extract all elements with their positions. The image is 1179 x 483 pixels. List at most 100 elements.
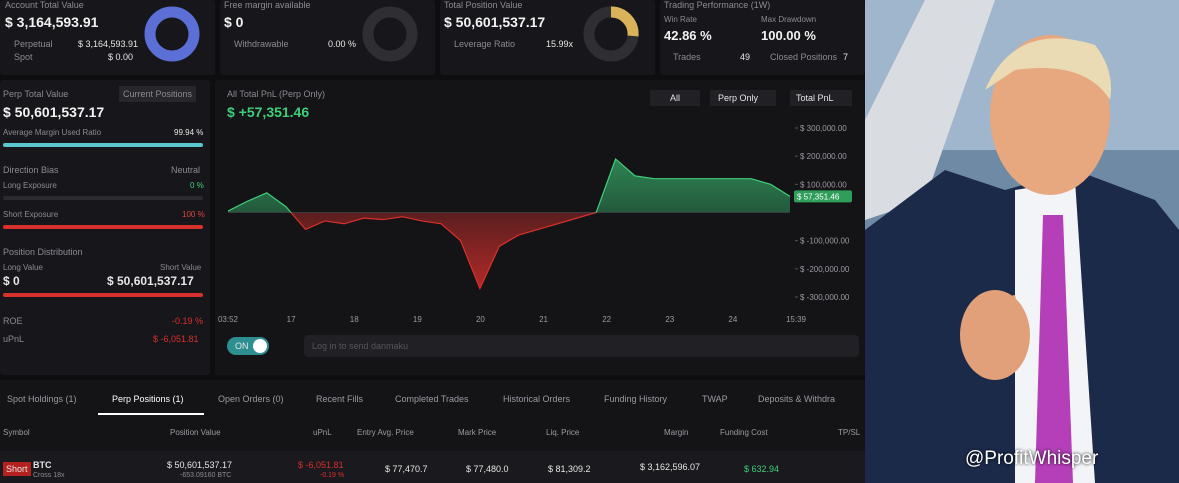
value: 0 %: [190, 181, 204, 190]
tab[interactable]: Deposits & Withdra: [758, 394, 836, 404]
x-tick-label: 03:52: [218, 315, 239, 324]
label: Short Value: [160, 263, 202, 272]
value: Neutral: [171, 165, 201, 175]
tab[interactable]: Completed Trades: [395, 394, 469, 404]
label: Position Distribution: [3, 247, 83, 257]
label: Max Drawdown: [761, 15, 817, 24]
cell: $ 77,470.7: [385, 464, 428, 474]
label: Leverage Ratio: [454, 39, 516, 49]
label: Win Rate: [664, 15, 697, 24]
tab[interactable]: Spot Holdings (1): [7, 394, 77, 404]
tab[interactable]: Perp Positions (1): [112, 394, 184, 404]
side-badge: Short: [3, 462, 31, 476]
pnl-chart: $ 300,000.00 $ 200,000.00 $ 100,000.00 $ -1…: [218, 124, 852, 324]
x-tick-label: 15:39: [786, 315, 807, 324]
value: $ 0.00: [108, 52, 134, 62]
column-header: Symbol: [3, 428, 30, 437]
x-tick-label: 17: [287, 315, 296, 324]
label: Trading Performance (1W): [664, 0, 771, 10]
label: Perpetual: [14, 39, 53, 49]
label: Direction Bias: [3, 165, 59, 175]
value: 0.00 %: [328, 39, 357, 49]
x-tick-label: 18: [350, 315, 359, 324]
dropdown[interactable]: Perp Only: [710, 90, 777, 106]
dropdown[interactable]: Total PnL: [790, 90, 852, 106]
column-header: Liq. Price: [546, 428, 580, 437]
pnl-line: [290, 212, 597, 291]
tab[interactable]: Open Orders (0): [218, 394, 284, 404]
column-header: TP/SL: [838, 428, 861, 437]
toggle-label: ON: [235, 341, 249, 351]
value: 15.99x: [546, 39, 574, 49]
cell: -653.09160 BTC: [180, 472, 232, 479]
progress-bar: [3, 293, 203, 297]
value: $ 0: [224, 14, 244, 30]
value: 100 %: [182, 210, 205, 219]
cell: $ 77,480.0: [466, 464, 509, 474]
current-label: $ 57,351.46: [797, 192, 840, 201]
value: 42.86 %: [664, 28, 712, 43]
x-tick-label: 21: [539, 315, 548, 324]
value: $ 50,601,537.17: [3, 104, 105, 120]
label: Withdrawable: [234, 39, 289, 49]
value: 99.94 %: [174, 128, 204, 137]
card: [660, 0, 865, 75]
column-header: Funding Cost: [720, 428, 768, 437]
value: 49: [740, 52, 751, 62]
label: Short Exposure: [3, 210, 59, 219]
tab-indicator: [98, 413, 204, 415]
cell: BTC: [33, 460, 52, 470]
y-tick-label: $ -200,000.00: [800, 265, 850, 274]
progress-bar: [3, 143, 203, 147]
column-header: uPnL: [313, 428, 332, 437]
tab[interactable]: Historical Orders: [503, 394, 571, 404]
label: Average Margin Used Ratio: [3, 128, 102, 137]
cell: -0.19 %: [320, 472, 345, 479]
tab[interactable]: Recent Fills: [316, 394, 364, 404]
label: Total Position Value: [444, 0, 523, 10]
cell: $ 632.94: [744, 464, 780, 474]
y-tick-label: $ 300,000.00: [800, 124, 847, 133]
value: $ +57,351.46: [227, 104, 310, 120]
x-tick-label: 19: [413, 315, 422, 324]
value: $ 50,601,537.17: [107, 274, 194, 288]
value: 100.00 %: [761, 28, 816, 43]
progress-bar: [3, 225, 203, 229]
y-tick-label: $ 100,000.00: [800, 180, 847, 189]
x-tick-label: 24: [728, 315, 737, 324]
tab[interactable]: Funding History: [604, 394, 668, 404]
label: Long Value: [3, 263, 43, 272]
cell: $ 3,162,596.07: [640, 462, 701, 472]
placeholder: Log in to send danmaku: [312, 341, 409, 351]
label: Long Exposure: [3, 181, 57, 190]
value: $ 3,164,593.91: [78, 39, 139, 49]
area-negative: [228, 212, 790, 289]
value: 7: [843, 52, 849, 62]
column-header: Margin: [664, 428, 689, 437]
watermark: @ProfitWhisper: [965, 448, 1099, 469]
value: $ -6,051.81: [153, 334, 199, 344]
x-tick-label: 22: [602, 315, 611, 324]
toggle[interactable]: ON: [227, 337, 269, 355]
dropdown[interactable]: All: [650, 90, 701, 106]
tab[interactable]: TWAP: [702, 394, 728, 404]
label: Closed Positions: [770, 52, 838, 62]
value: $ 3,164,593.91: [5, 14, 99, 30]
value: -0.19 %: [172, 316, 204, 326]
cell: $ 81,309.2: [548, 464, 591, 474]
y-tick-label: $ 200,000.00: [800, 152, 847, 161]
x-tick-label: 23: [665, 315, 674, 324]
value: $ 0: [3, 274, 20, 288]
area-positive: [228, 158, 790, 213]
column-header: Mark Price: [458, 428, 497, 437]
y-tick-label: $ -100,000.00: [800, 237, 850, 246]
button[interactable]: Current Positions: [119, 86, 197, 102]
cell: Cross 18x: [33, 472, 65, 479]
column-header: Entry Avg. Price: [357, 428, 414, 437]
label: Perp Total Value: [3, 89, 69, 99]
label: Free margin available: [224, 0, 311, 10]
input[interactable]: Log in to send danmaku: [304, 335, 859, 357]
label: Trades: [673, 52, 701, 62]
progress-bar: [3, 196, 203, 200]
